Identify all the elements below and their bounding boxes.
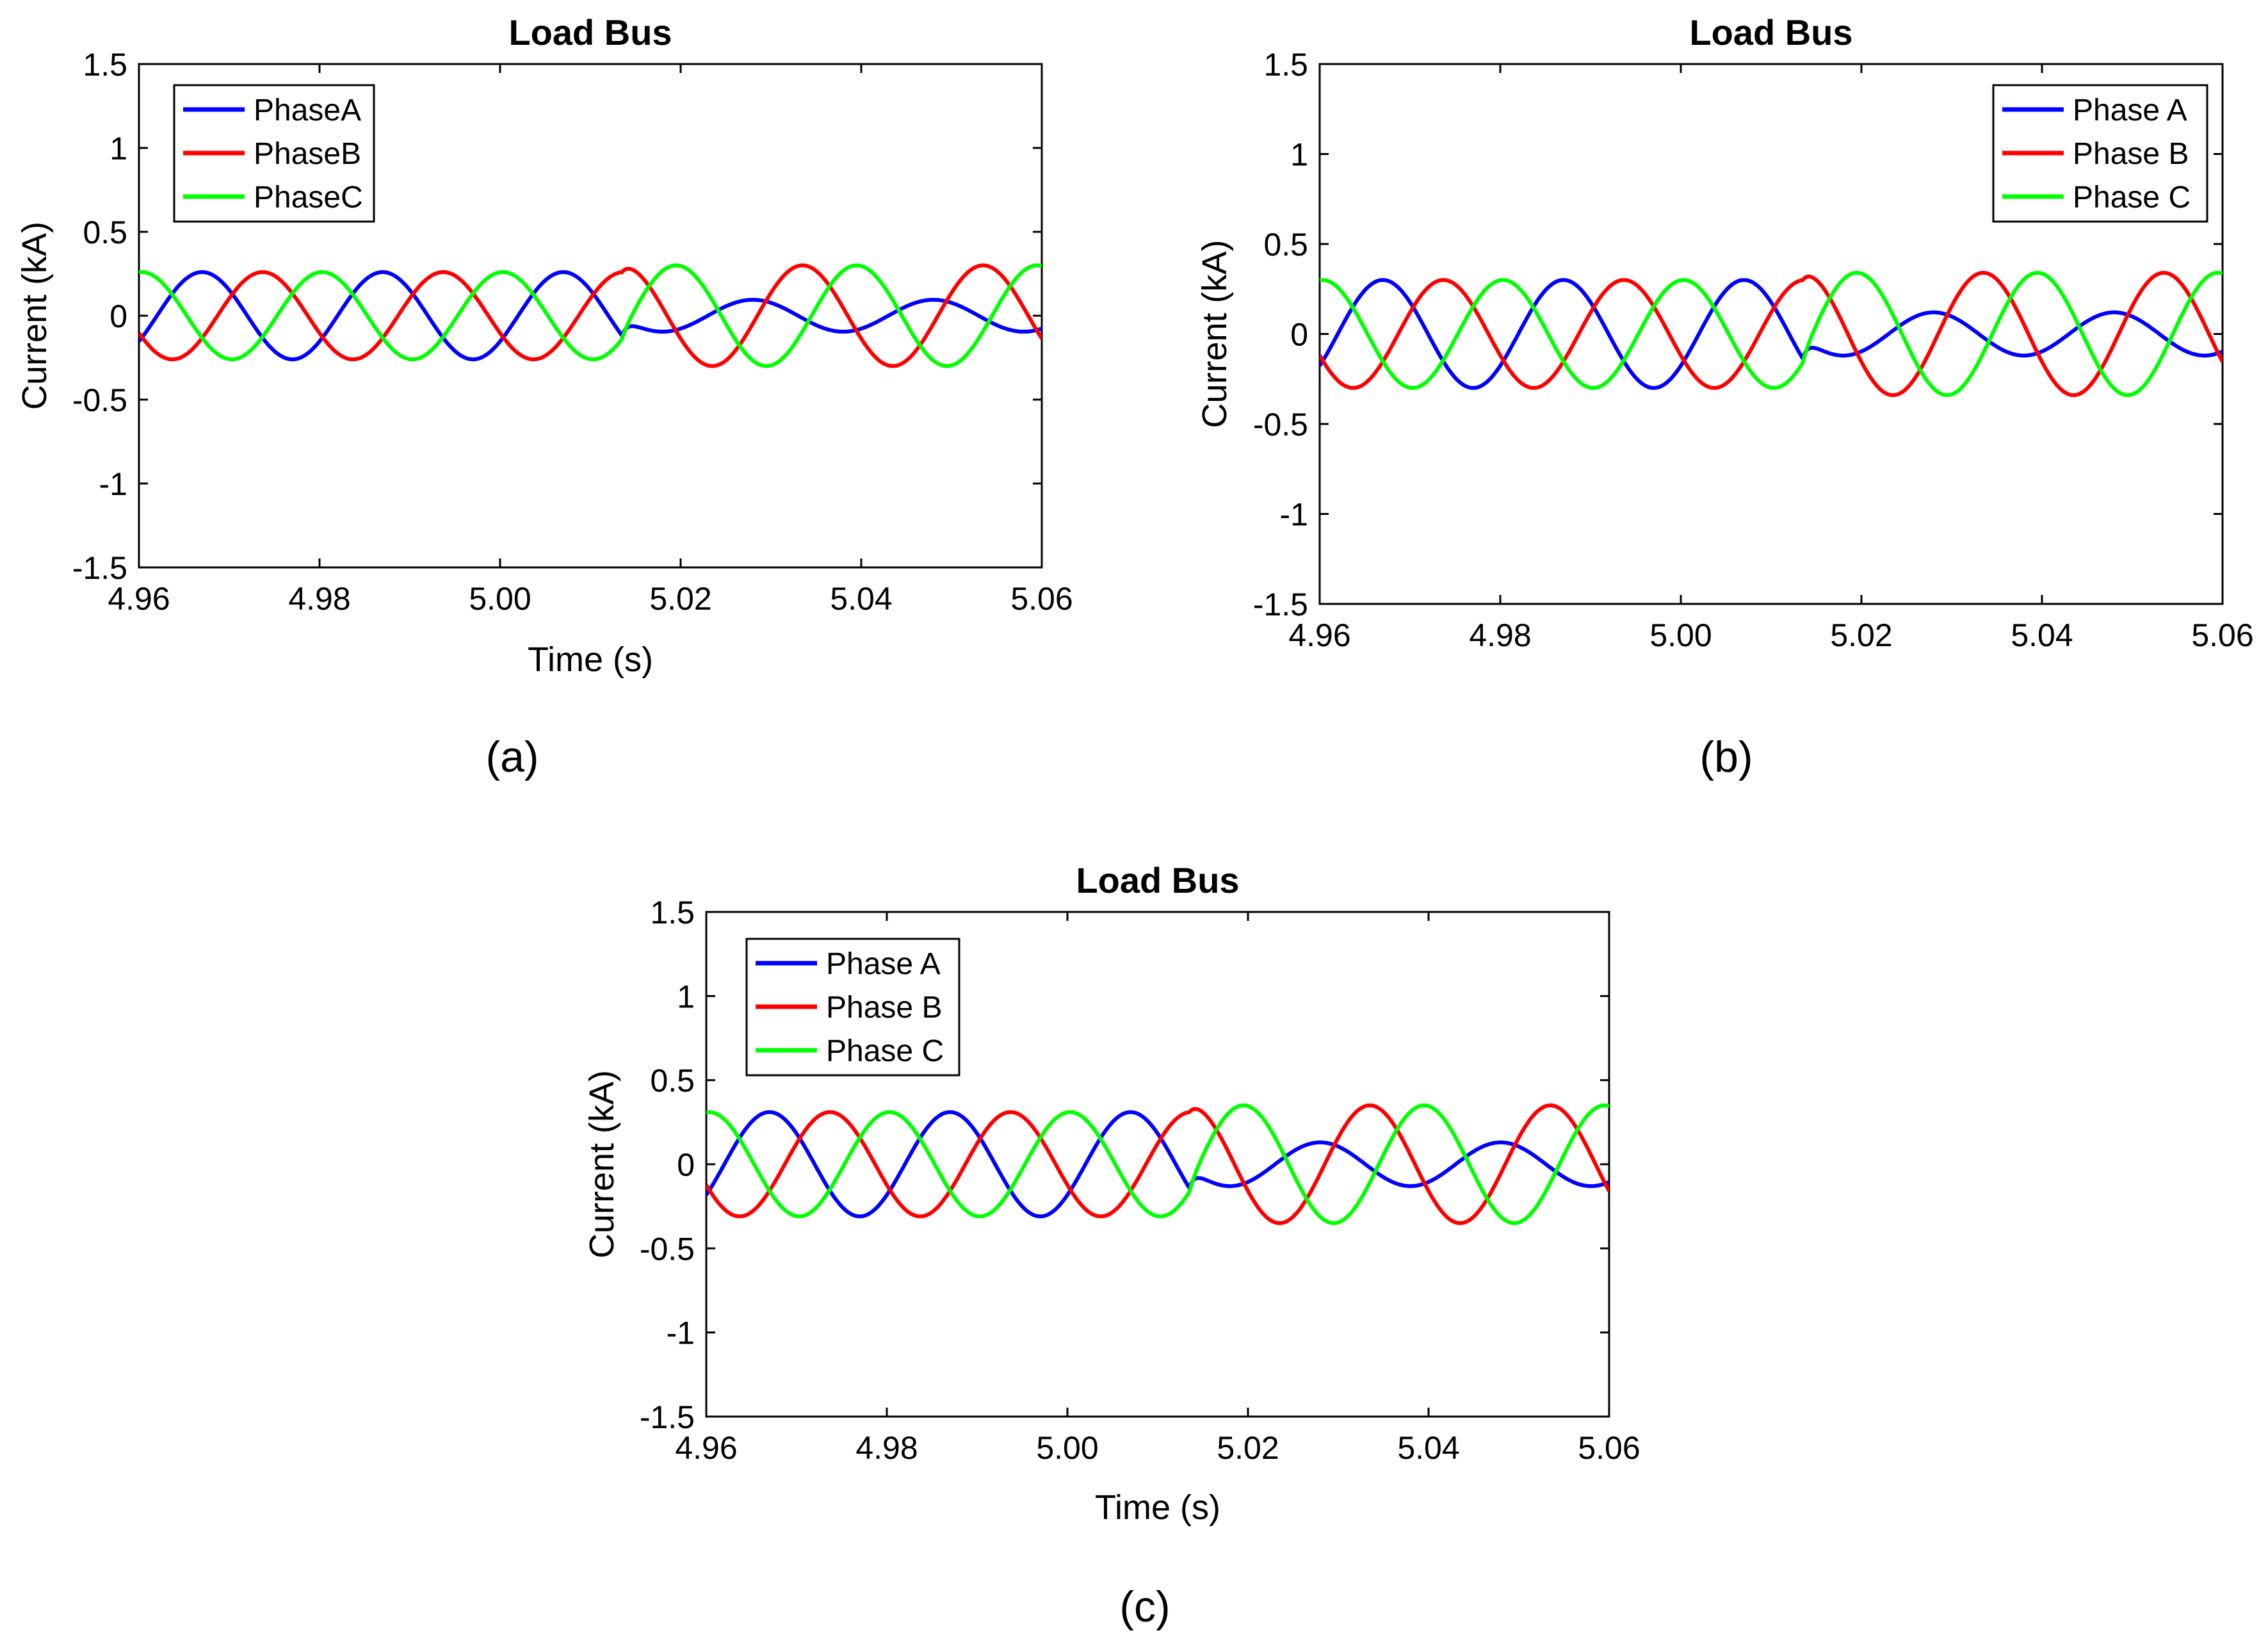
y-axis-label: Current (kA)	[15, 222, 54, 410]
x-tick-label: 4.96	[108, 581, 170, 617]
y-tick-label: -0.5	[72, 382, 127, 418]
y-tick-label: 1	[109, 131, 127, 167]
chart-panel-a: 1.5 1 0.5 0 -0.5 -1 -1.54.96 4.98 5.00 5.02 5.04 5.…	[15, 12, 1073, 781]
y-tick-label: -1.5	[1253, 587, 1308, 622]
chart-title: Load Bus	[1076, 860, 1239, 900]
series-line-phase-a	[706, 1110, 1609, 1219]
y-tick-label: -1.5	[72, 550, 127, 586]
y-tick-label: 0	[677, 1147, 695, 1183]
x-axis-label: Time (s)	[528, 640, 653, 679]
legend: Phase A Phase B Phase C	[745, 938, 960, 1077]
y-tick-label: -1	[1280, 497, 1308, 533]
legend-label-phase-c: PhaseC	[254, 181, 363, 215]
x-tick-label: 5.00	[469, 581, 531, 617]
y-axis-label: Current (kA)	[583, 1070, 621, 1258]
series-line-phase-a	[1320, 278, 2223, 390]
y-tick-label: -0.5	[1253, 407, 1308, 443]
chart-title: Load Bus	[508, 12, 672, 53]
legend-label-phase-a: Phase A	[826, 947, 941, 981]
y-tick-label: 0.5	[83, 215, 127, 250]
chart-panel-c: 1.5 1 0.5 0 -0.5 -1 -1.54.96 4.98 5.00 5.02 5.04 5.…	[583, 860, 1640, 1631]
panel-caption: (b)	[1699, 733, 1753, 781]
series-line-phase-b	[706, 1103, 1609, 1225]
x-tick-label: 4.96	[1288, 617, 1350, 653]
x-tick-label: 5.02	[1830, 617, 1892, 653]
x-tick-label: 5.04	[2011, 617, 2073, 653]
chart-title: Load Bus	[1689, 12, 1852, 53]
legend-label-phase-b: PhaseB	[254, 137, 361, 171]
x-tick-label: 4.98	[855, 1430, 918, 1466]
x-tick-label: 5.06	[1578, 1430, 1640, 1466]
x-tick-label: 4.98	[1469, 617, 1531, 653]
y-tick-label: 0.5	[650, 1063, 695, 1099]
legend-label-phase-b: Phase B	[826, 991, 942, 1025]
y-tick-label: -1	[99, 466, 127, 502]
legend-label-phase-b: Phase B	[2073, 137, 2189, 171]
x-tick-label: 4.98	[288, 581, 350, 617]
x-tick-label: 5.02	[1217, 1430, 1279, 1466]
x-tick-label: 5.04	[1397, 1430, 1459, 1466]
y-tick-label: -0.5	[640, 1231, 695, 1267]
x-tick-label: 5.06	[2191, 617, 2253, 653]
y-tick-label: 0	[1290, 317, 1308, 353]
legend-label-phase-a: Phase A	[2073, 93, 2187, 127]
x-tick-label: 5.02	[649, 581, 711, 617]
panel-caption: (c)	[1119, 1582, 1170, 1631]
series-line-phase-c	[706, 1103, 1609, 1225]
x-axis-label: Time (s)	[1095, 1488, 1220, 1527]
y-tick-label: -1	[667, 1315, 695, 1351]
series-line-phase-c	[139, 263, 1042, 368]
y-tick-label: 1	[677, 979, 695, 1014]
legend-label-phase-c: Phase C	[826, 1034, 944, 1068]
y-tick-label: -1.5	[640, 1399, 695, 1435]
legend: PhaseA PhaseB PhaseC	[173, 84, 375, 223]
y-tick-label: 1	[1290, 137, 1308, 173]
y-tick-label: 1.5	[650, 895, 695, 931]
x-tick-label: 5.00	[1036, 1430, 1098, 1466]
y-tick-label: 1.5	[1263, 47, 1308, 83]
x-tick-label: 5.06	[1010, 581, 1073, 617]
series-line-phase-b	[1320, 271, 2223, 397]
legend-label-phase-c: Phase C	[2073, 181, 2191, 215]
legend: Phase A Phase B Phase C	[1992, 84, 2208, 223]
chart-panel-b: 1.5 1 0.5 0 -0.5 -1 -1.54.96 4.98 5.00 5.02 5.04 5.…	[1195, 12, 2254, 781]
series-line-phase-c	[1320, 271, 2223, 397]
y-tick-label: 1.5	[83, 47, 127, 83]
x-tick-label: 4.96	[675, 1430, 737, 1466]
y-tick-label: 0	[109, 298, 127, 334]
x-tick-label: 5.00	[1649, 617, 1712, 653]
panel-caption: (a)	[485, 733, 539, 781]
x-tick-label: 5.04	[830, 581, 892, 617]
series-line-phase-a	[139, 270, 1042, 362]
y-axis-label: Current (kA)	[1195, 240, 1234, 428]
series-line-phase-b	[139, 263, 1042, 368]
legend-label-phase-a: PhaseA	[254, 93, 361, 127]
y-tick-label: 0.5	[1263, 227, 1308, 263]
